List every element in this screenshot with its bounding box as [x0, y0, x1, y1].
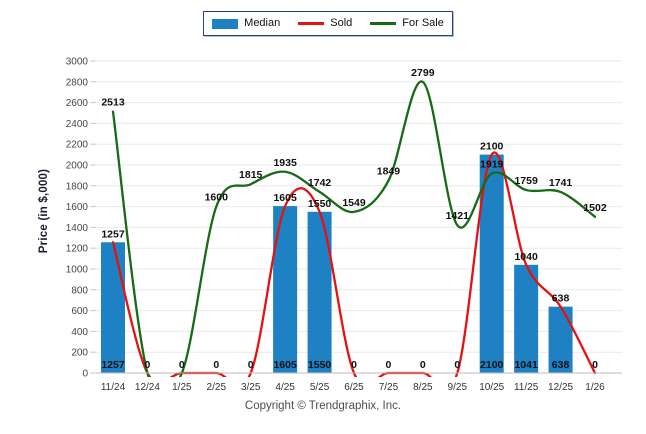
x-tick-label: 3/25: [241, 382, 261, 393]
legend: Median Sold For Sale: [203, 11, 453, 36]
value-label: 0: [179, 359, 185, 371]
for-sale-line-swatch-icon: [370, 22, 397, 25]
value-label: 1550: [308, 359, 332, 371]
x-tick-label: 2/25: [207, 382, 227, 393]
value-label: 1502: [583, 202, 607, 214]
value-label: 1605: [273, 192, 297, 204]
value-label: 2799: [411, 67, 435, 79]
x-tick-label: 11/25: [514, 382, 539, 393]
x-tick-label: 1/26: [585, 382, 605, 393]
value-label: 1919: [480, 158, 504, 170]
legend-item-sold[interactable]: Sold: [298, 18, 352, 29]
value-label: 0: [145, 359, 151, 371]
x-tick-label: 1/25: [172, 382, 192, 393]
value-label: 2100: [480, 141, 504, 153]
value-label: 638: [552, 359, 570, 371]
value-label: 1759: [514, 175, 538, 187]
value-label: 1041: [514, 359, 538, 371]
value-label: 1849: [377, 166, 401, 178]
value-label: 2100: [480, 359, 504, 371]
value-label: 1257: [101, 228, 125, 240]
median-bars: [101, 154, 573, 373]
x-tick-label: 10/25: [479, 382, 504, 393]
y-tick-label: 1200: [66, 244, 89, 255]
y-tick-label: 1000: [66, 265, 89, 276]
value-label: 1040: [514, 251, 538, 263]
median-bar: [101, 242, 125, 373]
legend-label-median: Median: [244, 17, 281, 29]
x-tick-label: 6/25: [344, 382, 364, 393]
value-label: 0: [420, 359, 426, 371]
value-label: 2513: [101, 97, 125, 109]
legend-item-median[interactable]: Median: [212, 18, 280, 29]
median-bar: [514, 264, 539, 373]
legend-item-for-sale[interactable]: For Sale: [370, 18, 444, 29]
value-labels: 1257 0 0 0 0 1605 1550 0 0 0 0 2100 1041 638 0 1257 1605…: [101, 67, 607, 371]
value-label: 1550: [308, 198, 332, 210]
x-tick-label: 7/25: [379, 382, 399, 393]
y-tick-label: 2000: [66, 161, 89, 172]
y-tick-label: 2400: [66, 119, 89, 130]
x-tick-label: 11/24: [101, 382, 126, 393]
legend-label-sold: Sold: [330, 17, 353, 29]
y-tick-label: 3000: [66, 57, 89, 68]
y-tick-label: 2200: [66, 140, 89, 151]
y-tick-label: 600: [71, 306, 88, 317]
legend-label-for-sale: For Sale: [402, 17, 444, 29]
y-tick-label: 200: [71, 348, 88, 359]
y-tick-label: 1400: [66, 223, 89, 234]
y-tick-label: 0: [82, 369, 88, 380]
x-tick-label: 4/25: [275, 382, 295, 393]
value-label: 1257: [101, 359, 125, 371]
y-tick-label: 1600: [66, 202, 89, 213]
median-bar: [548, 306, 573, 373]
x-tick-label: 9/25: [448, 382, 468, 393]
median-bar-swatch-icon: [212, 18, 239, 29]
value-label: 1600: [205, 192, 229, 204]
y-tick-label: 800: [71, 285, 88, 296]
value-label: 0: [386, 359, 392, 371]
x-axis-labels: 11/24 12/24 1/25 2/25 3/25 4/25 5/25 6/25 7/25 8/…: [101, 382, 605, 393]
value-label: 1815: [239, 169, 263, 181]
x-tick-label: 8/25: [413, 382, 433, 393]
sold-line-swatch-icon: [298, 22, 325, 25]
y-tick-label: 2600: [66, 98, 89, 109]
y-tick-label: 1800: [66, 181, 89, 192]
gridlines: 0 200 400 600 800 1000 1200 1400 1600 1800 2000 220…: [66, 57, 622, 380]
value-label: 0: [351, 359, 357, 371]
value-label: 0: [213, 359, 219, 371]
median-bar: [307, 211, 332, 373]
value-label: 0: [592, 359, 598, 371]
value-label: 1935: [273, 157, 297, 169]
value-label: 0: [454, 359, 460, 371]
x-tick-label: 12/24: [135, 382, 160, 393]
copyright: Copyright © Trendgraphix, Inc.: [244, 400, 402, 412]
value-label: 1741: [549, 177, 573, 189]
x-tick-label: 5/25: [310, 382, 330, 393]
value-label: 1742: [308, 177, 332, 189]
value-label: 1421: [446, 210, 470, 222]
value-label: 1605: [273, 359, 297, 371]
x-tick-label: 12/25: [548, 382, 573, 393]
y-tick-label: 400: [71, 327, 88, 338]
y-tick-label: 2800: [66, 77, 89, 88]
value-label: 1549: [342, 197, 366, 209]
value-label: 638: [552, 293, 570, 305]
for-sale-line: [111, 80, 597, 377]
median-bar: [273, 206, 298, 373]
value-label: 0: [248, 359, 254, 371]
